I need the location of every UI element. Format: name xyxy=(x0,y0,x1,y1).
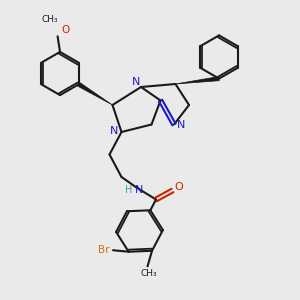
Text: N: N xyxy=(177,120,186,130)
Text: N: N xyxy=(110,125,118,136)
Polygon shape xyxy=(176,76,219,84)
Text: CH₃: CH₃ xyxy=(42,15,58,24)
Text: N: N xyxy=(131,76,140,87)
Text: O: O xyxy=(61,25,69,35)
Text: N: N xyxy=(135,184,144,195)
Text: O: O xyxy=(175,182,184,193)
Text: Br: Br xyxy=(98,245,110,255)
Polygon shape xyxy=(78,82,112,105)
Text: CH₃: CH₃ xyxy=(141,269,157,278)
Text: H: H xyxy=(125,184,133,195)
